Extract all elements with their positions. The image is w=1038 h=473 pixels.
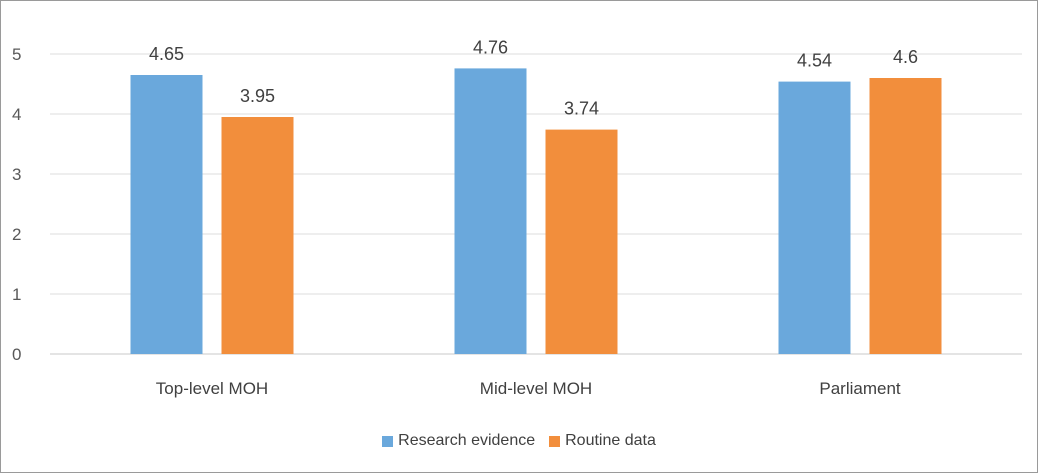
category-label-3: Parliament — [819, 379, 901, 398]
data-label-routine-data-3: 4.6 — [893, 47, 918, 67]
category-label-1: Top-level MOH — [156, 379, 268, 398]
bar-research-evidence-3 — [778, 81, 851, 354]
legend-item-routine-data: Routine data — [549, 432, 656, 450]
y-tick-label-1: 1 — [12, 285, 21, 304]
category-label-2: Mid-level MOH — [480, 379, 592, 398]
bar-research-evidence-1 — [130, 75, 203, 354]
bar-routine-data-2 — [545, 129, 618, 354]
legend-label-routine-data: Routine data — [565, 432, 656, 449]
legend-item-research-evidence: Research evidence — [382, 432, 535, 450]
y-tick-label-4: 4 — [12, 105, 21, 124]
legend-label-research-evidence: Research evidence — [398, 432, 536, 449]
data-label-routine-data-1: 3.95 — [240, 86, 275, 106]
legend: Research evidence Routine data — [0, 432, 1038, 450]
data-label-research-evidence-3: 4.54 — [797, 51, 832, 71]
data-label-research-evidence-1: 4.65 — [149, 44, 184, 64]
bar-routine-data-3 — [869, 78, 942, 354]
y-tick-label-2: 2 — [12, 225, 21, 244]
legend-swatch-routine-data — [549, 435, 561, 447]
bar-research-evidence-2 — [454, 68, 527, 355]
data-label-routine-data-2: 3.74 — [564, 99, 599, 119]
y-tick-label-3: 3 — [12, 165, 21, 184]
legend-swatch-research-evidence — [382, 435, 394, 447]
y-tick-label-0: 0 — [12, 345, 21, 364]
y-tick-label-5: 5 — [12, 45, 21, 64]
bar-routine-data-1 — [221, 117, 294, 354]
data-label-research-evidence-2: 4.76 — [473, 37, 508, 57]
